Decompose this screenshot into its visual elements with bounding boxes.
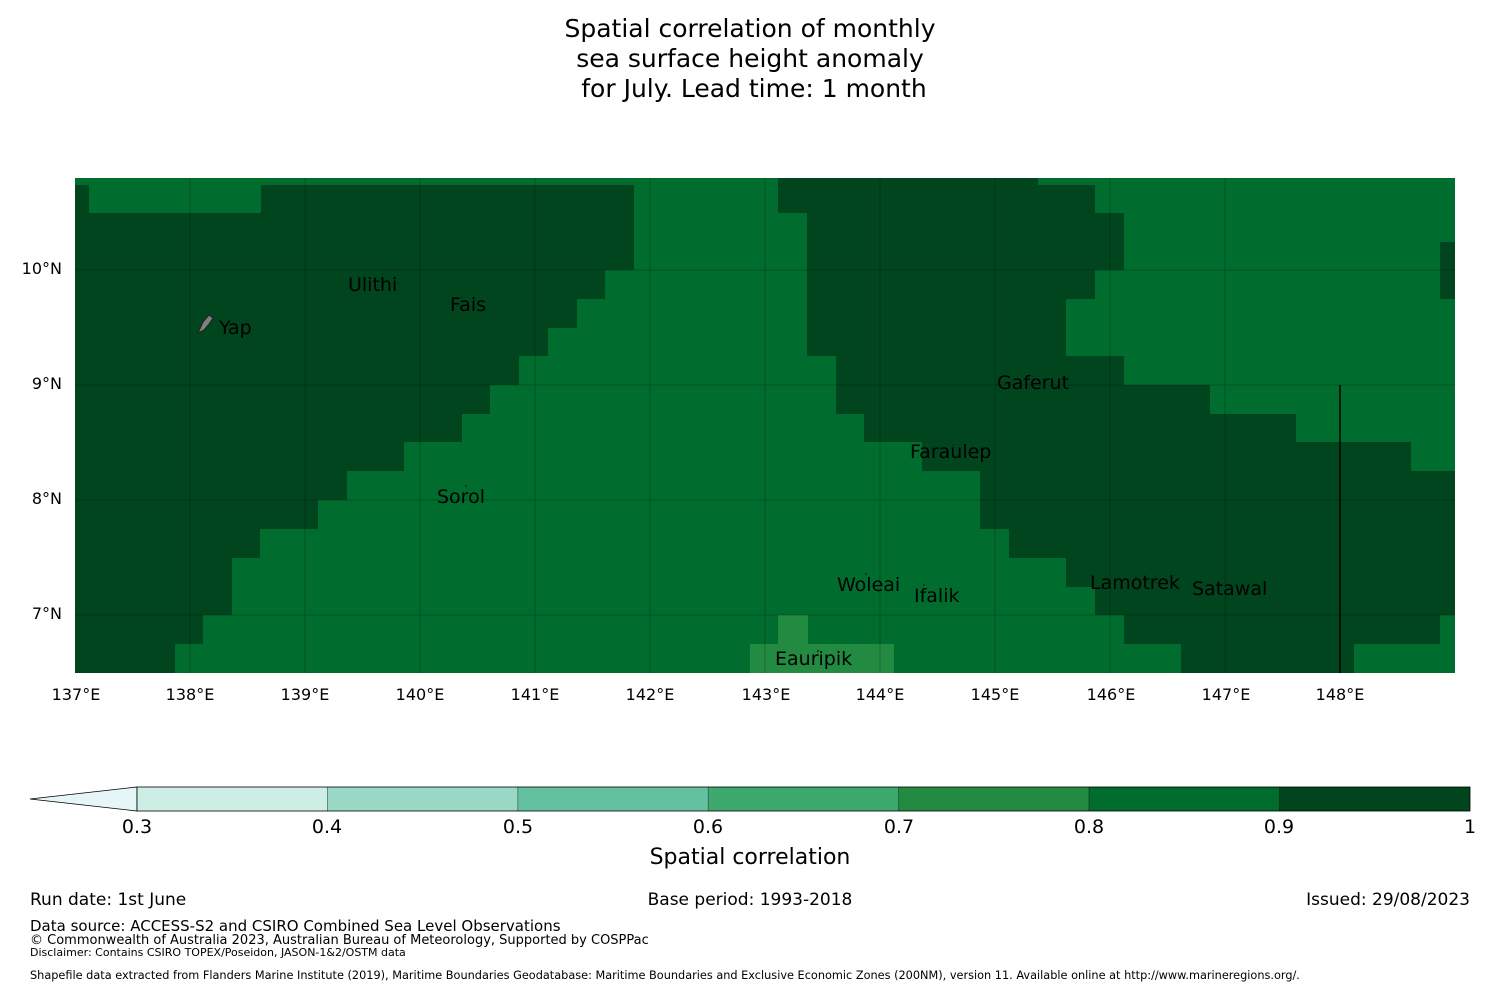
island-dot-woleai <box>865 573 867 575</box>
data-source: Data source: ACCESS-S2 and CSIRO Combine… <box>30 917 561 935</box>
lon-label-144E: 144°E <box>855 685 905 704</box>
lon-label-145E: 145°E <box>970 685 1020 704</box>
island-dot-faraulep <box>952 444 954 446</box>
lon-label-141E: 141°E <box>510 685 560 704</box>
correlation-field <box>75 178 1455 673</box>
island-label-eauripik: Eauripik <box>775 648 852 670</box>
colorbar-tick-0.3: 0.3 <box>121 816 153 838</box>
colorbar-bin-0.5-0.6 <box>517 787 709 811</box>
island-dot-sorol <box>465 485 467 487</box>
colorbar-tick-1: 1 <box>1463 816 1477 838</box>
region-corr-0.9-1-east-edge <box>1440 242 1455 299</box>
region-corr-0.9-1-west <box>75 178 634 673</box>
colorbar-label: Spatial correlation <box>649 845 851 870</box>
island-dot-fais <box>461 296 463 298</box>
colorbar <box>29 786 1471 812</box>
map-title: Spatial correlation of monthly sea surfa… <box>0 14 1500 104</box>
lon-label-146E: 146°E <box>1086 685 1136 704</box>
colorbar-tick-0.8: 0.8 <box>1073 816 1105 838</box>
island-label-lamotrek: Lamotrek <box>1090 572 1180 594</box>
region-corr-0.7-0.8-a <box>778 615 808 645</box>
colorbar-extend-arrow <box>29 786 138 812</box>
island-dot-ifalik <box>923 584 925 586</box>
island-dot-eauripik <box>817 650 819 652</box>
lon-label-143E: 143°E <box>741 685 791 704</box>
island-dot-satawal <box>1227 575 1229 577</box>
base-period: Base period: 1993-2018 <box>647 890 853 910</box>
shapefile-credit: Shapefile data extracted from Flanders M… <box>30 969 1300 982</box>
colorbar-outline <box>136 786 1471 812</box>
colorbar-tick-0.7: 0.7 <box>883 816 915 838</box>
island-label-sorol: Sorol <box>437 486 485 508</box>
island-label-yap: Yap <box>218 317 252 339</box>
island-dot-gaferut <box>1032 375 1034 377</box>
island-dots <box>395 269 1229 652</box>
lat-label-7N: 7°N <box>31 604 62 623</box>
region-corr-0.8-0.9-top <box>75 178 290 185</box>
island-label-faraulep: Faraulep <box>910 441 991 463</box>
colorbar-tick-0.5: 0.5 <box>502 816 534 838</box>
lon-label-148E: 148°E <box>1315 685 1365 704</box>
region-corr-0.7-0.8-b <box>750 644 894 673</box>
yap-island-shape <box>196 314 214 335</box>
colorbar-tick-0.9: 0.9 <box>1263 816 1295 838</box>
region-corr-0.9-1-central <box>778 178 1455 673</box>
lat-label-10N: 10°N <box>21 259 62 278</box>
lon-label-147E: 147°E <box>1201 685 1251 704</box>
colorbar-bin-0.6-0.7 <box>708 787 899 811</box>
lon-label-140E: 140°E <box>395 685 445 704</box>
island-label-ifalik: Ifalik <box>914 585 960 607</box>
graticule <box>75 178 1455 673</box>
island-label-fais: Fais <box>450 294 486 316</box>
island-label-satawal: Satawal <box>1192 578 1267 600</box>
title-line-2: sea surface height anomaly <box>576 44 924 73</box>
disclaimer: Disclaimer: Contains CSIRO TOPEX/Poseido… <box>30 946 406 959</box>
title-line-3: for July. Lead time: 1 month <box>573 74 927 103</box>
colorbar-tick-0.6: 0.6 <box>692 816 724 838</box>
lat-label-9N: 9°N <box>31 374 62 393</box>
region-corr-0.8-0.9-nw <box>89 185 261 213</box>
colorbar-bin-0.8-0.9 <box>1089 787 1280 811</box>
run-date: Run date: 1st June <box>30 890 187 910</box>
island-dot-ulithi <box>395 269 397 271</box>
lon-label-139E: 139°E <box>280 685 330 704</box>
island-label-woleai: Woleai <box>837 574 900 596</box>
island-dot-lamotrek <box>1135 576 1137 578</box>
lon-label-142E: 142°E <box>625 685 675 704</box>
lat-label-8N: 8°N <box>31 489 62 508</box>
issued-date: Issued: 29/08/2023 <box>1306 890 1470 910</box>
title-line-1: Spatial correlation of monthly <box>564 14 936 43</box>
colorbar-bin-0.7-0.8 <box>898 787 1089 811</box>
island-labels: Ulithi Fais Yap Gaferut Faraulep Sorol W… <box>218 274 1267 670</box>
island-label-gaferut: Gaferut <box>997 372 1069 394</box>
colorbar-bin-0.4-0.5 <box>327 787 518 811</box>
island-label-ulithi: Ulithi <box>348 274 397 296</box>
colorbar-bin-0.9-1 <box>1279 787 1470 811</box>
copyright: © Commonwealth of Australia 2023, Austra… <box>30 933 649 948</box>
lon-label-138E: 138°E <box>165 685 215 704</box>
colorbar-bin-0.3-0.4 <box>137 787 328 811</box>
colorbar-tick-0.4: 0.4 <box>311 816 343 838</box>
lon-label-137E: 137°E <box>51 685 101 704</box>
